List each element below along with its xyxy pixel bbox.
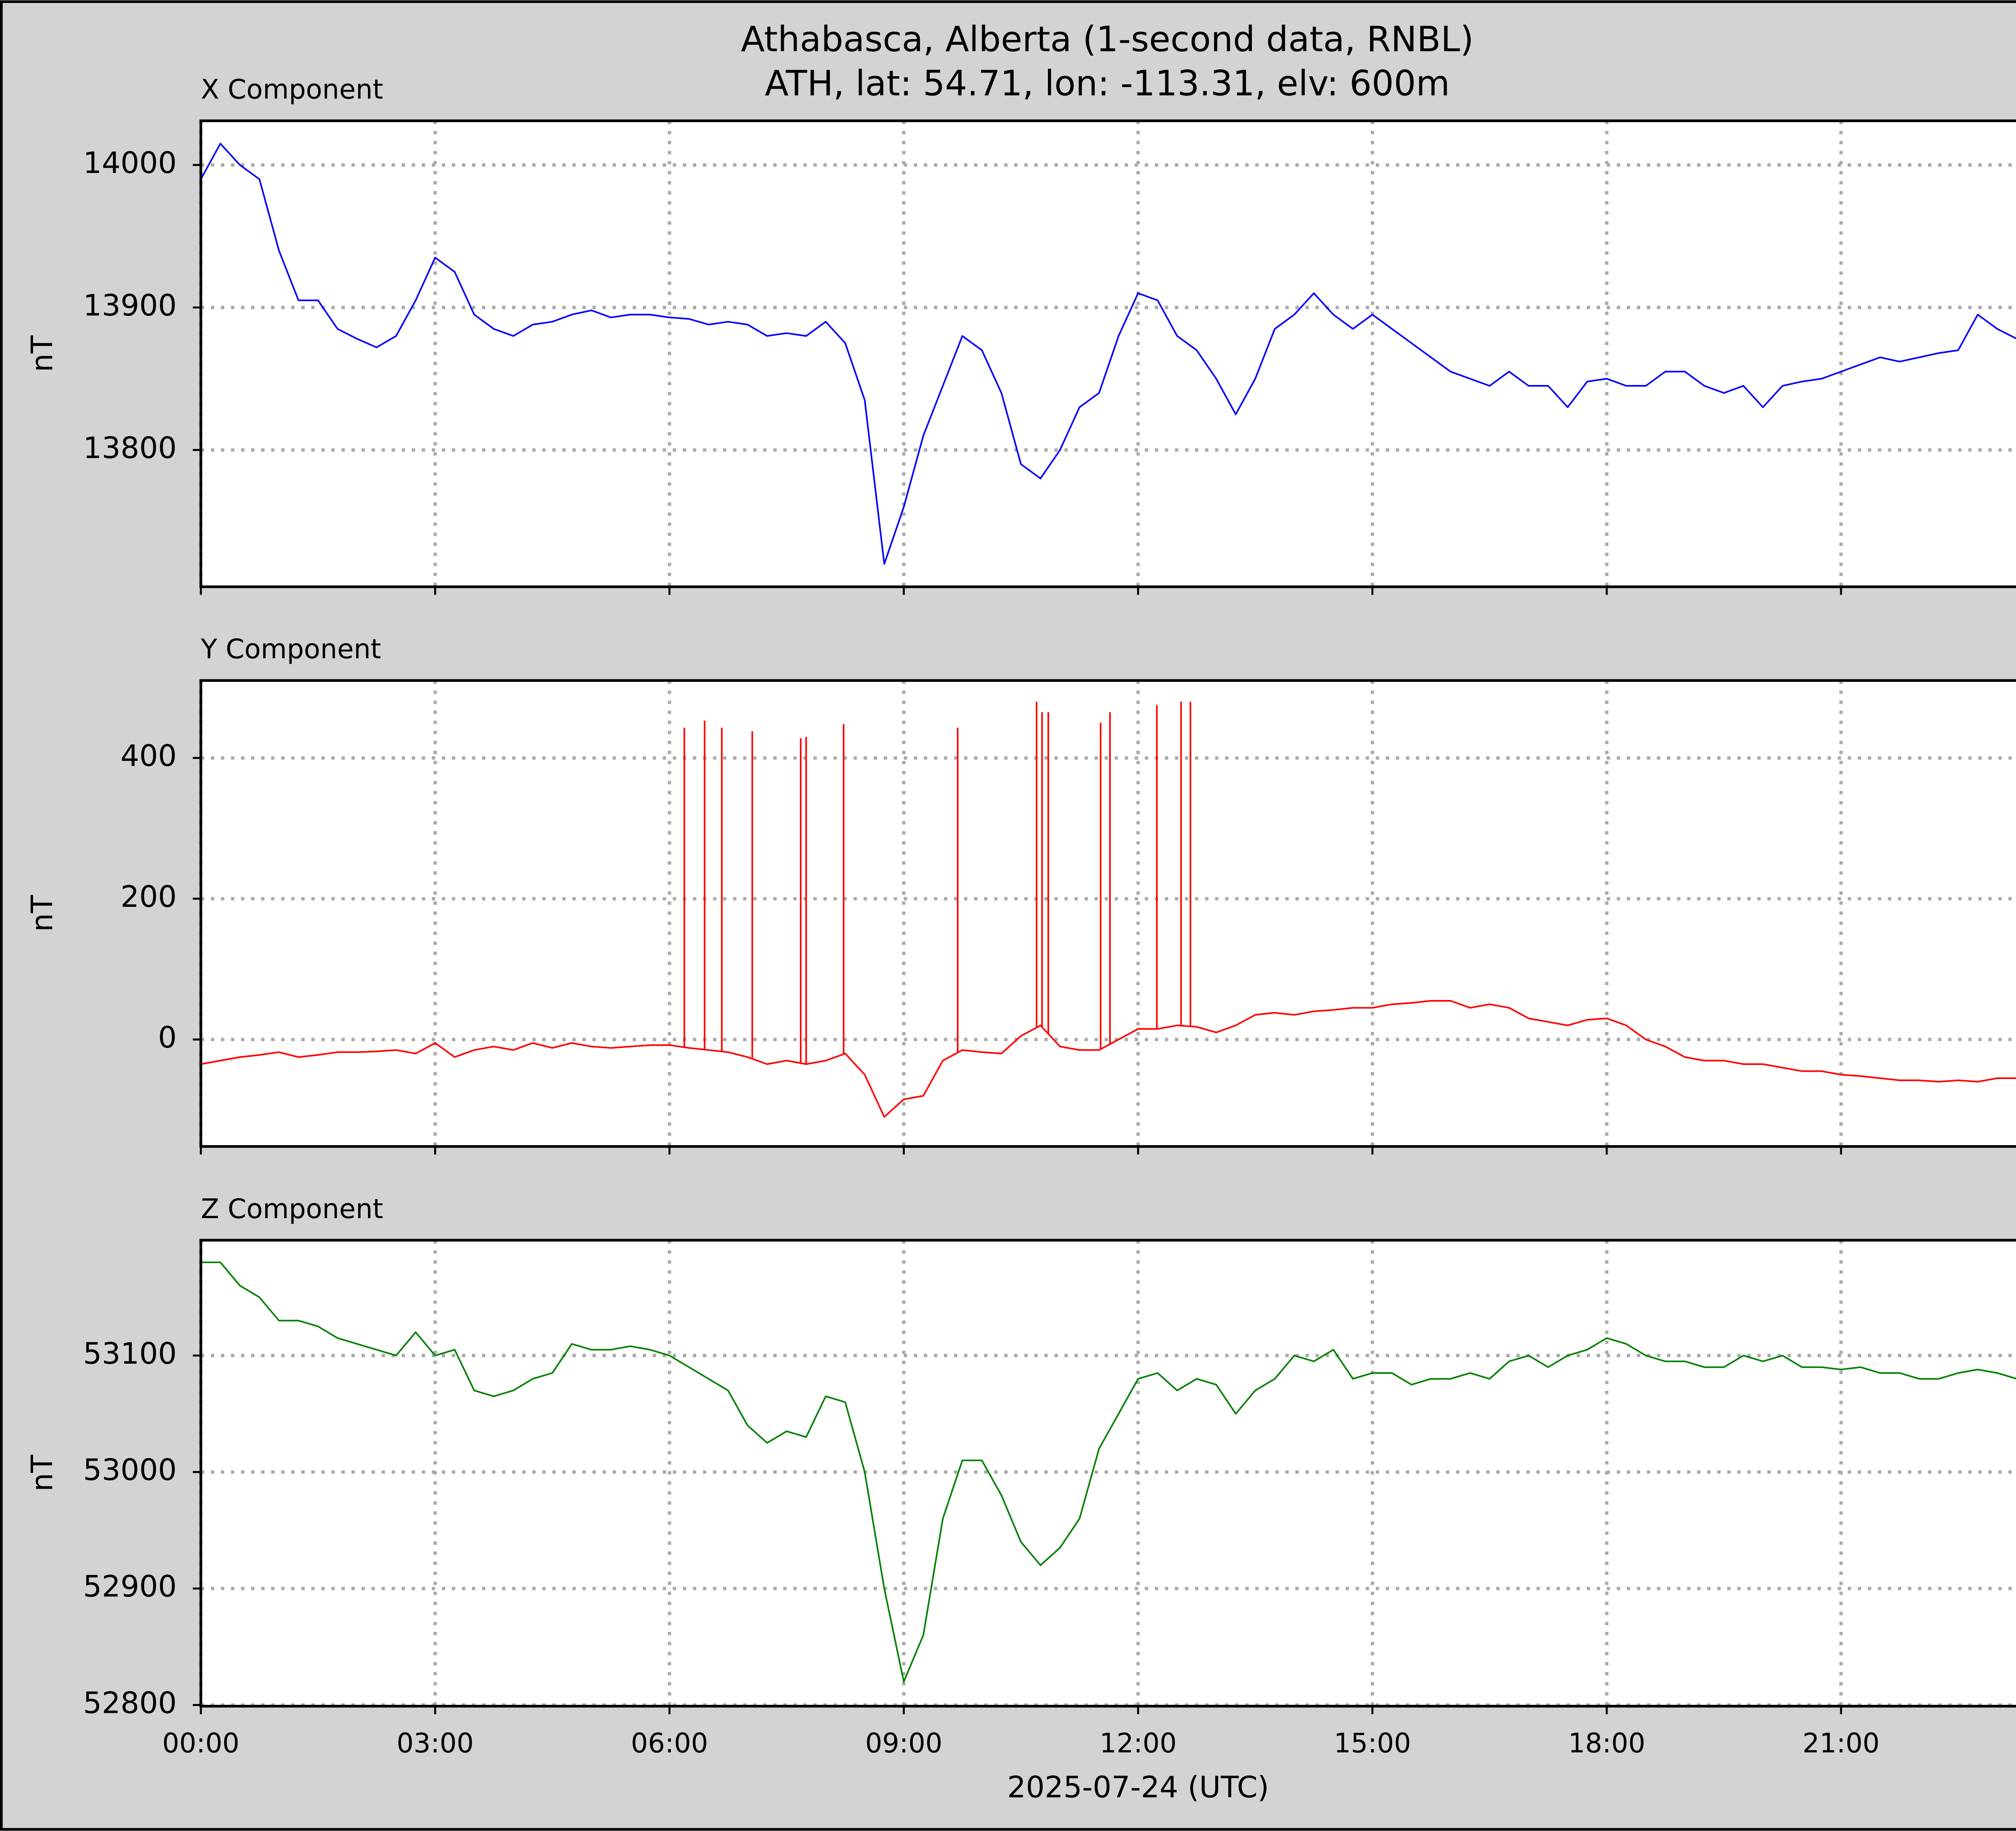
x-tick-label: 00:00: [162, 1727, 239, 1759]
data-line: [201, 1261, 2016, 1683]
x-tick-label: 06:00: [631, 1727, 708, 1759]
plot-frame: [199, 119, 2016, 588]
y-tick-label: 0: [158, 1021, 177, 1055]
data-line: [200, 1000, 2016, 1118]
y-tick-label: 14000: [83, 146, 177, 180]
x-tick-label: 15:00: [1334, 1727, 1411, 1759]
plot-area: [201, 680, 2016, 1147]
data-line: [200, 143, 2016, 565]
figure-subtitle: ATH, lat: 54.71, lon: -113.31, elv: 600m: [765, 64, 1450, 104]
panel-title: Y Component: [200, 633, 381, 665]
y-tick-label: 13800: [83, 431, 177, 465]
y-axis-label: nT: [25, 1455, 60, 1491]
y-axis-label: nT: [25, 335, 60, 372]
figure-title: Athabasca, Alberta (1-second data, RNBL): [741, 19, 1474, 60]
x-tick-label: 18:00: [1568, 1727, 1645, 1759]
panel-title: X Component: [201, 74, 383, 105]
x-tick-label: 09:00: [865, 1727, 942, 1759]
y-tick-label: 13900: [83, 289, 177, 323]
y-tick-label: 53000: [83, 1453, 177, 1487]
y-tick-label: 52900: [83, 1570, 177, 1604]
x-tick-label: 21:00: [1802, 1727, 1879, 1759]
plot-frame: [199, 1239, 2016, 1708]
panel-title: Z Component: [201, 1193, 383, 1225]
y-tick-label: 52800: [83, 1686, 177, 1721]
y-tick-label: 400: [121, 739, 177, 773]
x-tick-label: 03:00: [397, 1727, 474, 1759]
y-axis-label: nT: [25, 895, 60, 932]
x-tick-label: 12:00: [1100, 1727, 1177, 1759]
y-tick-label: 200: [121, 880, 177, 914]
x-axis-label: 2025-07-24 (UTC): [1007, 1770, 1269, 1804]
plot-frame: [199, 679, 2016, 1148]
y-tick-label: 53100: [83, 1337, 177, 1371]
plot-area: [201, 121, 2016, 587]
